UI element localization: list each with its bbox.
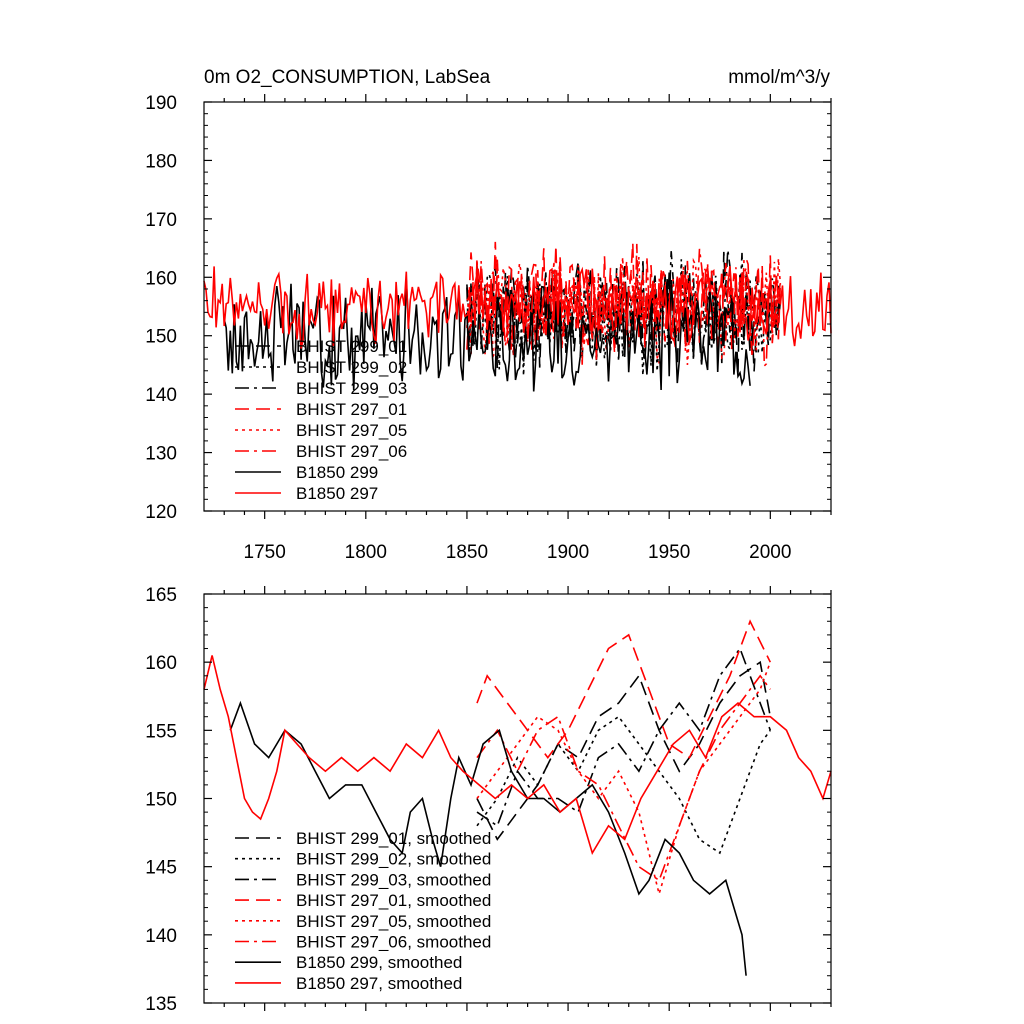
legend-label: B1850 299, smoothed — [296, 953, 462, 972]
x-tick-label: 1950 — [648, 542, 690, 563]
legend-label: BHIST 297_05 — [296, 421, 407, 440]
y-tick-label: 140 — [145, 926, 177, 947]
y-tick-label: 165 — [145, 585, 177, 606]
legend-label: BHIST 297_01, smoothed — [296, 891, 491, 910]
y-tick-label: 150 — [145, 327, 177, 348]
y-tick-label: 180 — [145, 151, 177, 172]
y-tick-label: 130 — [145, 444, 177, 465]
plot-frame — [203, 101, 832, 512]
x-tick-label: 2000 — [749, 542, 791, 563]
series-line-6 — [229, 700, 747, 976]
bottom-panel: 135 140 145 150 155 160 165 BHIST 299_01, smoot… — [145, 585, 832, 1015]
y-axis: 120 130 140 150 160 170 180 190 — [145, 93, 831, 523]
y-tick-label: 120 — [145, 502, 177, 523]
series-line-0 — [466, 251, 782, 373]
legend-label: BHIST 299_01 — [296, 337, 407, 356]
x-tick-label: 1750 — [244, 542, 286, 563]
x-tick-label: 1900 — [547, 542, 589, 563]
series-line-7 — [203, 655, 832, 855]
y-tick-label: 190 — [145, 93, 177, 114]
legend-label: B1850 299 — [296, 463, 378, 482]
y-tick-label: 160 — [145, 268, 177, 289]
series-line-1 — [466, 259, 782, 376]
legend-label: BHIST 299_02, smoothed — [296, 850, 491, 869]
legend-label: B1850 297, smoothed — [296, 974, 462, 993]
y-tick-label: 150 — [145, 790, 177, 811]
legend-label: BHIST 297_06, smoothed — [296, 933, 491, 952]
legend-label: BHIST 299_03 — [296, 379, 407, 398]
x-tick-label: 1850 — [446, 542, 488, 563]
y-tick-label: 135 — [145, 994, 177, 1015]
y-axis: 135 140 145 150 155 160 165 — [145, 585, 831, 1015]
legend-label: BHIST 297_01 — [296, 400, 407, 419]
series-line-2 — [476, 646, 772, 828]
legend-label: BHIST 299_01, smoothed — [296, 829, 491, 848]
legend-label: BHIST 297_05, smoothed — [296, 912, 491, 931]
series-group — [203, 241, 832, 392]
series-group — [203, 619, 832, 976]
series-line-1 — [476, 715, 771, 855]
x-tick-label: 1800 — [345, 542, 387, 563]
y-tick-label: 155 — [145, 721, 177, 742]
series-line-6 — [223, 279, 751, 392]
chart-title: 0m O2_CONSUMPTION, LabSea — [204, 67, 491, 88]
legend: BHIST 299_01, smoothed BHIST 299_02, smoo… — [235, 829, 491, 993]
legend-label: BHIST 299_02 — [296, 358, 407, 377]
top-plot-area: 120 130 140 150 160 170 180 190 1750 1800 1850 1900… — [145, 93, 832, 563]
unit-label: mmol/m^3/y — [728, 67, 830, 88]
series-line-4 — [466, 256, 782, 365]
legend-label: BHIST 297_06 — [296, 442, 407, 461]
legend-label: B1850 297 — [296, 484, 378, 503]
series-line-4 — [476, 661, 772, 897]
legend: BHIST 299_01 BHIST 299_02 BHIST 299_03 BHIS… — [235, 337, 407, 503]
legend-label: BHIST 299_03, smoothed — [296, 870, 491, 889]
series-line-5 — [476, 674, 771, 882]
top-panel: 0m O2_CONSUMPTION, LabSea mmol/m^3/y 120… — [145, 67, 832, 563]
bottom-plot-area: 135 140 145 150 155 160 165 BHIST 299_01, smoot… — [145, 585, 832, 1015]
x-axis: 1750 1800 1850 1900 1950 2000 — [223, 94, 832, 563]
y-tick-label: 145 — [145, 858, 177, 879]
series-line-7 — [203, 266, 832, 349]
x-axis — [223, 586, 832, 1011]
series-line-3 — [476, 619, 772, 759]
y-tick-label: 160 — [145, 653, 177, 674]
y-tick-label: 170 — [145, 210, 177, 231]
y-tick-label: 140 — [145, 385, 177, 406]
